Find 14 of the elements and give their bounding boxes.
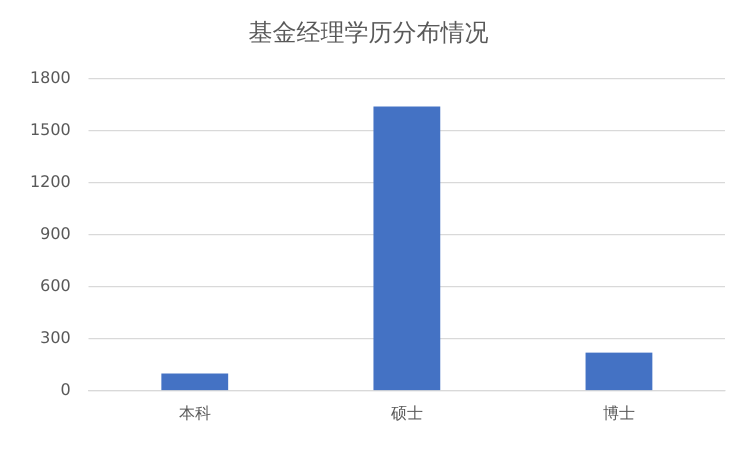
y-tick-label: 900	[40, 224, 71, 243]
bar	[373, 106, 440, 390]
x-tick-label: 本科	[178, 404, 211, 423]
x-tick-label: 硕士	[390, 404, 423, 423]
x-tick-label: 博士	[602, 404, 635, 423]
bar	[161, 373, 228, 390]
y-tick-label: 1200	[30, 172, 71, 191]
chart-title: 基金经理学历分布情况	[248, 18, 488, 47]
bar	[586, 352, 652, 390]
y-tick-label: 1500	[30, 120, 71, 139]
y-tick-label: 0	[60, 380, 71, 399]
y-tick-label: 600	[40, 276, 71, 295]
y-tick-label: 1800	[30, 68, 71, 87]
y-tick-label: 300	[40, 328, 71, 347]
